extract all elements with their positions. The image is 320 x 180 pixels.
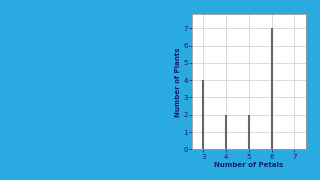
Text: Averages
from
Tables &
Diagrams: Averages from Tables & Diagrams bbox=[38, 44, 154, 136]
Y-axis label: Number of Plants: Number of Plants bbox=[174, 47, 180, 117]
X-axis label: Number of Petals: Number of Petals bbox=[214, 162, 284, 168]
